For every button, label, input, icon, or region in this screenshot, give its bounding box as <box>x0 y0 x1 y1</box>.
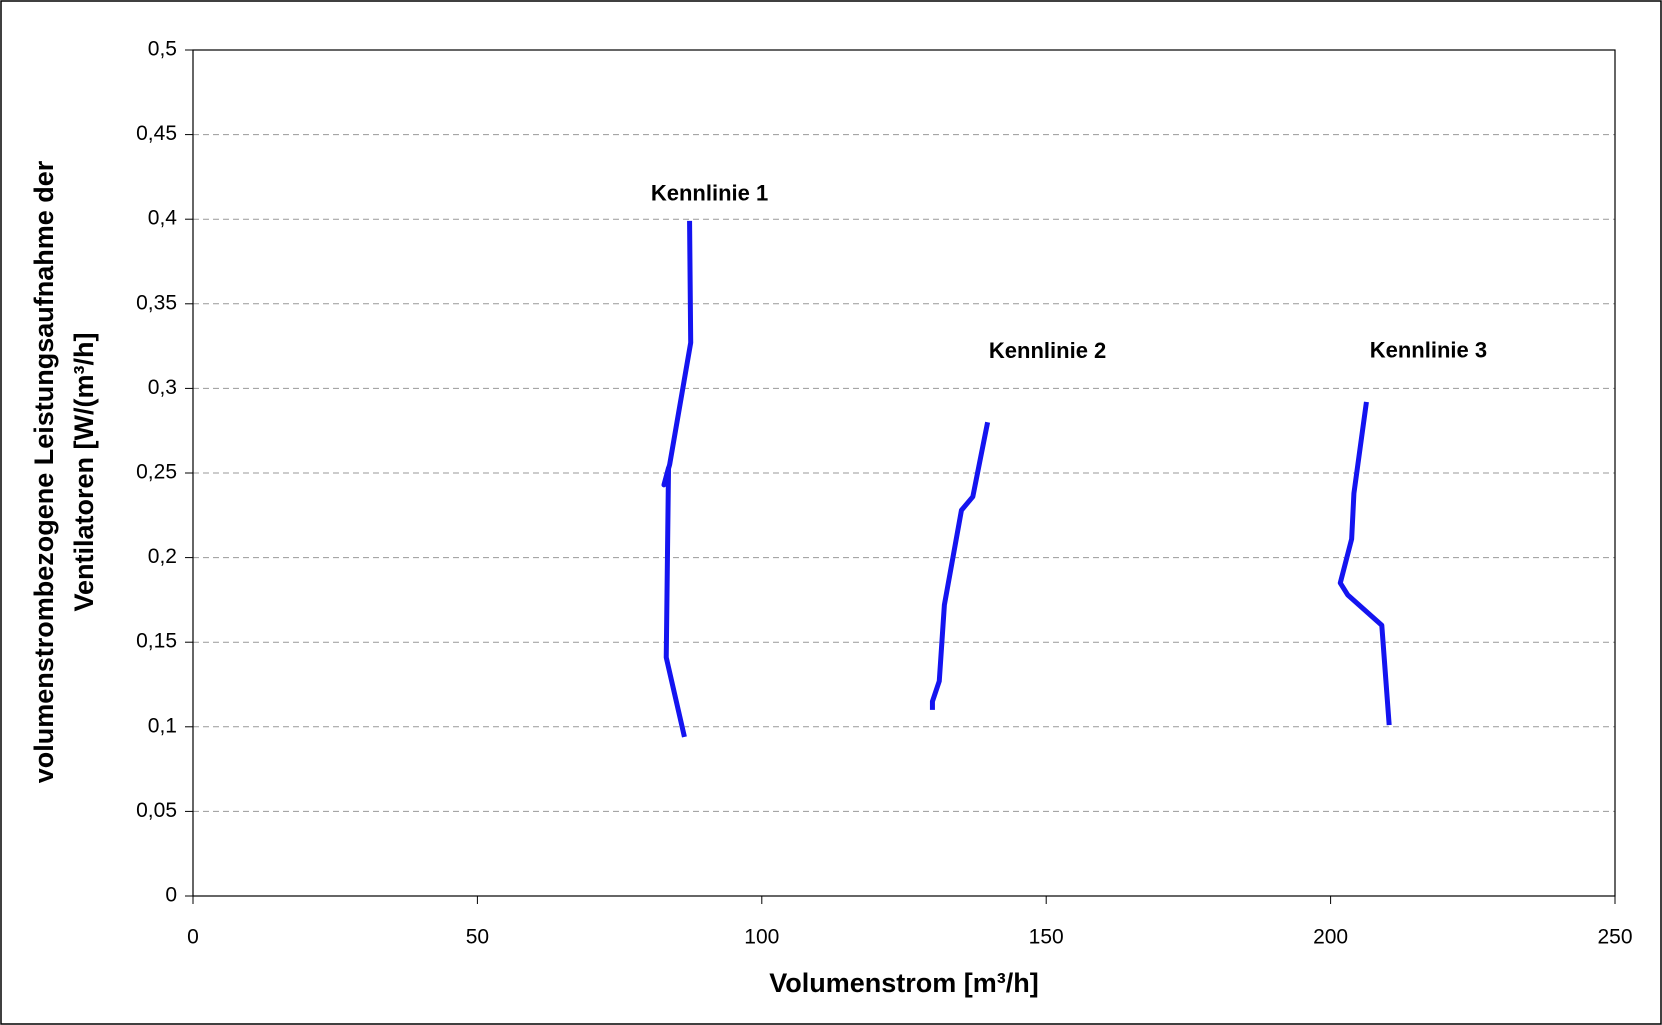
x-tick-label: 50 <box>466 926 489 949</box>
y-tick-label: 0,05 <box>136 799 177 822</box>
series-label: Kennlinie 3 <box>1370 338 1487 363</box>
x-axis-title: Volumenstrom [m³/h] <box>769 968 1039 998</box>
y-tick-label: 0,35 <box>136 291 177 314</box>
x-tick-label: 0 <box>187 926 199 949</box>
y-tick-label: 0,5 <box>148 38 177 61</box>
y-axis-title: Ventilatoren [W/(m³/h] <box>69 333 99 612</box>
series-line <box>929 421 991 710</box>
y-tick-label: 0,45 <box>136 122 177 145</box>
y-axis-title: volumenstrombezogene Leistungsaufnahme d… <box>29 160 59 783</box>
x-tick-label: 150 <box>1029 926 1064 949</box>
y-tick-label: 0,25 <box>136 461 177 484</box>
x-tick-label: 100 <box>744 926 779 949</box>
y-tick-label: 0,1 <box>148 714 177 737</box>
y-tick-label: 0 <box>165 884 177 907</box>
y-tick-label: 0,2 <box>148 545 177 568</box>
series-line <box>1337 401 1392 726</box>
plot-frame <box>192 49 1616 897</box>
x-tick-label: 200 <box>1313 926 1348 949</box>
y-tick-label: 0,15 <box>136 630 177 653</box>
y-tick-label: 0,4 <box>148 207 178 230</box>
series-label: Kennlinie 1 <box>651 181 768 206</box>
series-line <box>661 220 694 738</box>
series-label: Kennlinie 2 <box>989 338 1106 363</box>
x-tick-label: 250 <box>1597 926 1632 949</box>
y-tick-label: 0,3 <box>148 376 177 399</box>
